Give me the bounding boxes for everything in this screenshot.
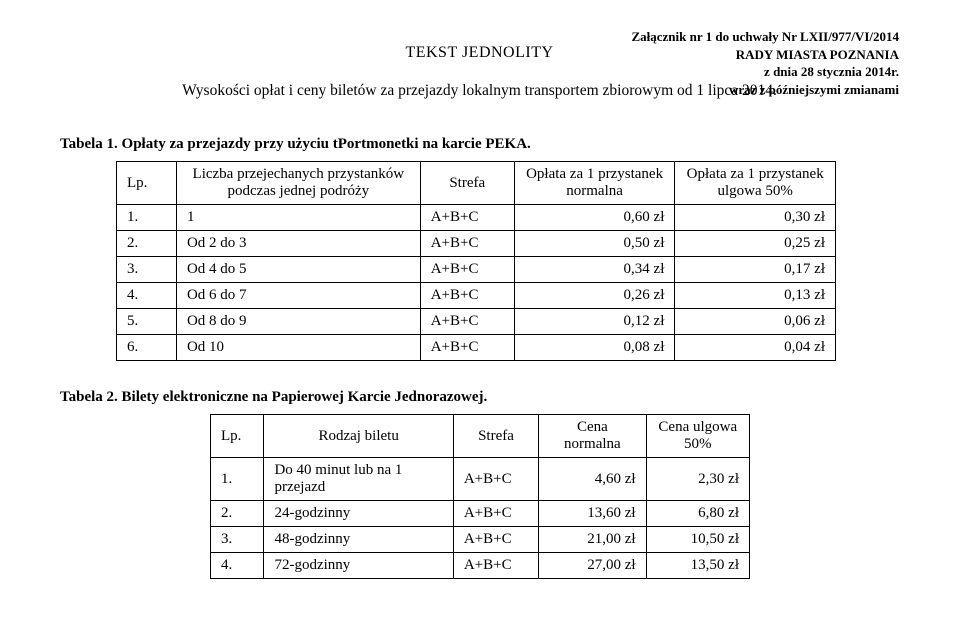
cell-range: Od 8 do 9 [176, 309, 420, 335]
cell-lp: 3. [117, 257, 177, 283]
cell-lp: 5. [117, 309, 177, 335]
table1-col-range: Liczba przejechanych przystanków podczas… [176, 162, 420, 205]
cell-lp: 4. [211, 553, 264, 579]
cell-lp: 2. [117, 231, 177, 257]
cell-range: Od 10 [176, 335, 420, 361]
cell-type: Do 40 minut lub na 1 przejazd [264, 458, 453, 501]
table-row: 6.Od 10A+B+C0,08 zł0,04 zł [117, 335, 836, 361]
table-row: 4.Od 6 do 7A+B+C0,26 zł0,13 zł [117, 283, 836, 309]
cell-range: Od 4 do 5 [176, 257, 420, 283]
header-line-3: z dnia 28 stycznia 2014r. [60, 63, 899, 81]
table2-col-zone: Strefa [453, 415, 538, 458]
cell-normal: 27,00 zł [539, 553, 646, 579]
table1-caption: Tabela 1. Opłaty za przejazdy przy użyci… [60, 136, 899, 153]
cell-reduced: 6,80 zł [646, 501, 749, 527]
cell-normal: 0,60 zł [514, 205, 675, 231]
table1-body: 1.1A+B+C0,60 zł0,30 zł2.Od 2 do 3A+B+C0,… [117, 205, 836, 361]
table2-col-normal: Cena normalna [539, 415, 646, 458]
table1-header-row: Lp. Liczba przejechanych przystanków pod… [117, 162, 836, 205]
cell-reduced: 0,13 zł [675, 283, 836, 309]
cell-reduced: 10,50 zł [646, 527, 749, 553]
cell-range: Od 6 do 7 [176, 283, 420, 309]
cell-zone: A+B+C [453, 501, 538, 527]
table-row: 1.Do 40 minut lub na 1 przejazdA+B+C4,60… [211, 458, 750, 501]
cell-normal: 4,60 zł [539, 458, 646, 501]
cell-lp: 3. [211, 527, 264, 553]
cell-type: 48-godzinny [264, 527, 453, 553]
cell-normal: 0,50 zł [514, 231, 675, 257]
cell-lp: 1. [211, 458, 264, 501]
cell-zone: A+B+C [420, 257, 514, 283]
table1-col-normal: Opłata za 1 przystanek normalna [514, 162, 675, 205]
cell-zone: A+B+C [420, 283, 514, 309]
cell-range: Od 2 do 3 [176, 231, 420, 257]
cell-reduced: 2,30 zł [646, 458, 749, 501]
table-row: 1.1A+B+C0,60 zł0,30 zł [117, 205, 836, 231]
cell-zone: A+B+C [453, 458, 538, 501]
table1-col-lp: Lp. [117, 162, 177, 205]
cell-reduced: 13,50 zł [646, 553, 749, 579]
cell-zone: A+B+C [420, 205, 514, 231]
document-subtitle: Wysokości opłat i ceny biletów za przeja… [60, 82, 899, 100]
cell-type: 72-godzinny [264, 553, 453, 579]
cell-range: 1 [176, 205, 420, 231]
cell-lp: 1. [117, 205, 177, 231]
table1-col-zone: Strefa [420, 162, 514, 205]
table-row: 3.Od 4 do 5A+B+C0,34 zł0,17 zł [117, 257, 836, 283]
cell-lp: 4. [117, 283, 177, 309]
cell-reduced: 0,25 zł [675, 231, 836, 257]
cell-normal: 0,34 zł [514, 257, 675, 283]
cell-reduced: 0,06 zł [675, 309, 836, 335]
cell-zone: A+B+C [420, 335, 514, 361]
table-row: 3.48-godzinnyA+B+C21,00 zł10,50 zł [211, 527, 750, 553]
cell-reduced: 0,17 zł [675, 257, 836, 283]
cell-normal: 13,60 zł [539, 501, 646, 527]
table2: Lp. Rodzaj biletu Strefa Cena normalna C… [210, 414, 750, 579]
table2-header-row: Lp. Rodzaj biletu Strefa Cena normalna C… [211, 415, 750, 458]
table2-col-reduced: Cena ulgowa 50% [646, 415, 749, 458]
table2-body: 1.Do 40 minut lub na 1 przejazdA+B+C4,60… [211, 458, 750, 579]
table2-col-type: Rodzaj biletu [264, 415, 453, 458]
cell-reduced: 0,30 zł [675, 205, 836, 231]
cell-normal: 0,08 zł [514, 335, 675, 361]
cell-zone: A+B+C [420, 231, 514, 257]
cell-reduced: 0,04 zł [675, 335, 836, 361]
table-row: 2.24-godzinnyA+B+C13,60 zł6,80 zł [211, 501, 750, 527]
cell-normal: 21,00 zł [539, 527, 646, 553]
table2-caption: Tabela 2. Bilety elektroniczne na Papier… [60, 389, 899, 406]
cell-lp: 2. [211, 501, 264, 527]
table-row: 4.72-godzinnyA+B+C27,00 zł13,50 zł [211, 553, 750, 579]
cell-lp: 6. [117, 335, 177, 361]
header-line-1: Załącznik nr 1 do uchwały Nr LXII/977/VI… [60, 28, 899, 46]
cell-normal: 0,12 zł [514, 309, 675, 335]
table1: Lp. Liczba przejechanych przystanków pod… [116, 161, 836, 361]
table-row: 5.Od 8 do 9A+B+C0,12 zł0,06 zł [117, 309, 836, 335]
cell-normal: 0,26 zł [514, 283, 675, 309]
cell-zone: A+B+C [453, 527, 538, 553]
cell-zone: A+B+C [453, 553, 538, 579]
table2-col-lp: Lp. [211, 415, 264, 458]
table1-col-reduced: Opłata za 1 przystanek ulgowa 50% [675, 162, 836, 205]
cell-zone: A+B+C [420, 309, 514, 335]
cell-type: 24-godzinny [264, 501, 453, 527]
table-row: 2.Od 2 do 3A+B+C0,50 zł0,25 zł [117, 231, 836, 257]
